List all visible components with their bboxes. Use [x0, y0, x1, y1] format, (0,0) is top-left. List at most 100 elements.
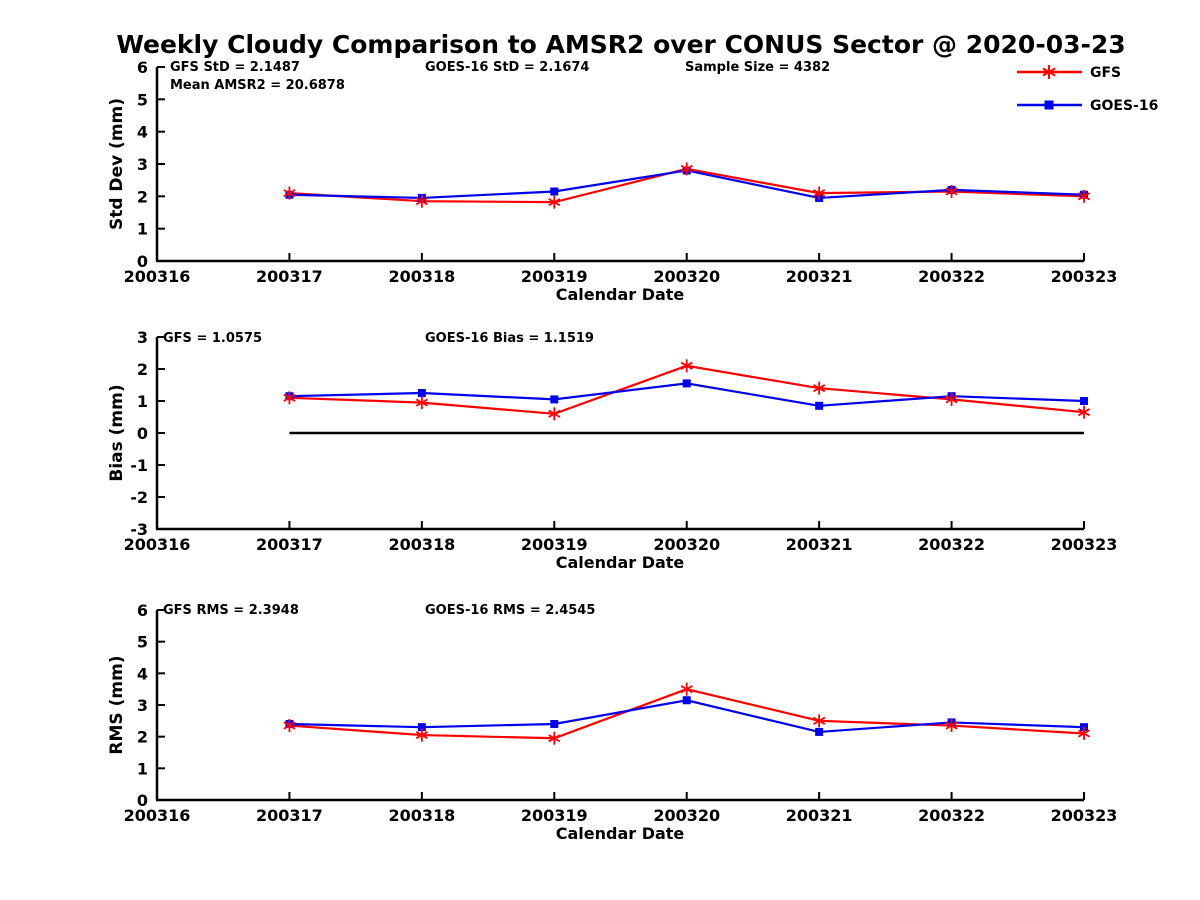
gfs-marker: [283, 391, 296, 405]
goes-16-marker: [417, 723, 426, 732]
y-tick-label: -1: [130, 456, 148, 475]
y-tick-label: 2: [137, 360, 148, 379]
x-tick-label: 200323: [1051, 535, 1118, 554]
subplot-1: [155, 336, 1088, 531]
y-axis-label-rms: RMS (mm): [107, 655, 127, 755]
annotation: GFS = 1.0575: [163, 331, 262, 346]
annotation: GFS RMS = 2.3948: [163, 603, 299, 618]
y-tick-label: -2: [130, 488, 148, 507]
x-tick-label: 200317: [256, 806, 323, 825]
gfs-marker: [945, 184, 958, 198]
gfs-marker: [945, 392, 958, 406]
x-tick-label: 200317: [256, 535, 323, 554]
x-tick-label: 200316: [124, 267, 191, 286]
subplot-0: [155, 66, 1088, 263]
x-tick-label: 200320: [653, 267, 720, 286]
gfs-marker: [813, 381, 826, 395]
annotation: GOES-16 Bias = 1.1519: [425, 331, 594, 346]
series-line-gfs: [289, 364, 1085, 415]
figure-title: Weekly Cloudy Comparison to AMSR2 over C…: [116, 30, 1126, 59]
x-tick-label: 200321: [786, 806, 853, 825]
goes-16-marker: [815, 401, 824, 410]
y-axis-label-stddev: Std Dev (mm): [107, 97, 127, 231]
y-tick-label: 1: [137, 759, 148, 778]
x-tick-label: 200316: [124, 806, 191, 825]
y-axis-label-bias: Bias (mm): [107, 384, 127, 482]
goes-16-marker: [682, 696, 691, 705]
annotation: Sample Size = 4382: [685, 60, 830, 75]
y-tick-label: 2: [137, 187, 148, 206]
y-tick-label: -3: [130, 520, 148, 539]
gfs-marker: [680, 162, 693, 176]
gfs-marker: [680, 682, 693, 696]
legend-gfs-marker: [1042, 65, 1056, 79]
x-tick-label: 200322: [918, 806, 985, 825]
y-tick-label: 0: [137, 252, 148, 271]
goes-16-marker: [550, 187, 559, 196]
y-tick-label: 5: [137, 90, 148, 109]
gfs-marker: [813, 186, 826, 200]
gfs-marker: [283, 719, 296, 733]
gfs-marker: [415, 194, 428, 208]
annotation: GOES-16 StD = 2.1674: [425, 60, 589, 75]
x-tick-label: 200318: [388, 806, 455, 825]
gfs-marker: [1077, 189, 1091, 203]
y-tick-label: 2: [137, 728, 148, 747]
y-tick-label: 4: [137, 664, 148, 683]
y-tick-label: 6: [137, 58, 148, 77]
x-tick-label: 200319: [521, 267, 588, 286]
x-tick-label: 200317: [256, 267, 323, 286]
x-tick-label: 200319: [521, 806, 588, 825]
x-axis-label-1: Calendar Date: [555, 285, 685, 304]
x-tick-label: 200322: [918, 267, 985, 286]
x-axis-label-3: Calendar Date: [555, 824, 685, 843]
goes-16-marker: [1080, 397, 1088, 405]
gfs-marker: [1077, 727, 1091, 740]
x-tick-label: 200319: [521, 535, 588, 554]
annotation: GFS StD = 2.1487: [170, 60, 300, 75]
goes-16-marker: [815, 727, 824, 736]
subplot-2: [155, 609, 1088, 802]
goes-16-marker: [550, 395, 559, 404]
y-tick-label: 5: [137, 633, 148, 652]
gfs-marker: [548, 407, 561, 421]
gfs-marker: [548, 195, 561, 209]
y-tick-label: 3: [137, 328, 148, 347]
x-axis-label-2: Calendar Date: [555, 553, 685, 572]
legend-label: GFS: [1090, 65, 1121, 81]
y-tick-label: 6: [137, 601, 148, 620]
y-tick-label: 3: [137, 155, 148, 174]
x-tick-label: 200323: [1051, 267, 1118, 286]
goes-16-marker: [550, 720, 559, 728]
gfs-marker: [415, 728, 428, 742]
y-tick-label: 4: [137, 123, 148, 142]
x-tick-label: 200318: [388, 267, 455, 286]
gfs-marker: [680, 359, 693, 373]
goes-16-marker: [417, 389, 426, 397]
x-tick-label: 200320: [653, 535, 720, 554]
gfs-marker: [548, 731, 561, 745]
legend-label: GOES-16: [1090, 98, 1158, 114]
annotation: GOES-16 RMS = 2.4545: [425, 603, 595, 618]
legend-goes-16-marker: [1044, 100, 1054, 110]
gfs-marker: [415, 396, 428, 410]
x-tick-label: 200320: [653, 806, 720, 825]
x-tick-label: 200321: [786, 267, 853, 286]
y-tick-label: 1: [137, 392, 148, 411]
x-tick-label: 200321: [786, 535, 853, 554]
y-tick-label: 0: [137, 791, 148, 810]
x-tick-label: 200316: [124, 535, 191, 554]
annotation: Mean AMSR2 = 20.6878: [170, 78, 345, 93]
x-tick-label: 200322: [918, 535, 985, 554]
x-tick-label: 200323: [1051, 806, 1118, 825]
y-tick-label: 0: [137, 424, 148, 443]
gfs-marker: [813, 714, 826, 728]
y-tick-label: 3: [137, 696, 148, 715]
y-tick-label: 1: [137, 220, 148, 239]
gfs-marker: [283, 186, 296, 200]
gfs-marker: [1077, 405, 1091, 419]
gfs-marker: [945, 719, 958, 733]
goes-16-marker: [682, 379, 691, 388]
